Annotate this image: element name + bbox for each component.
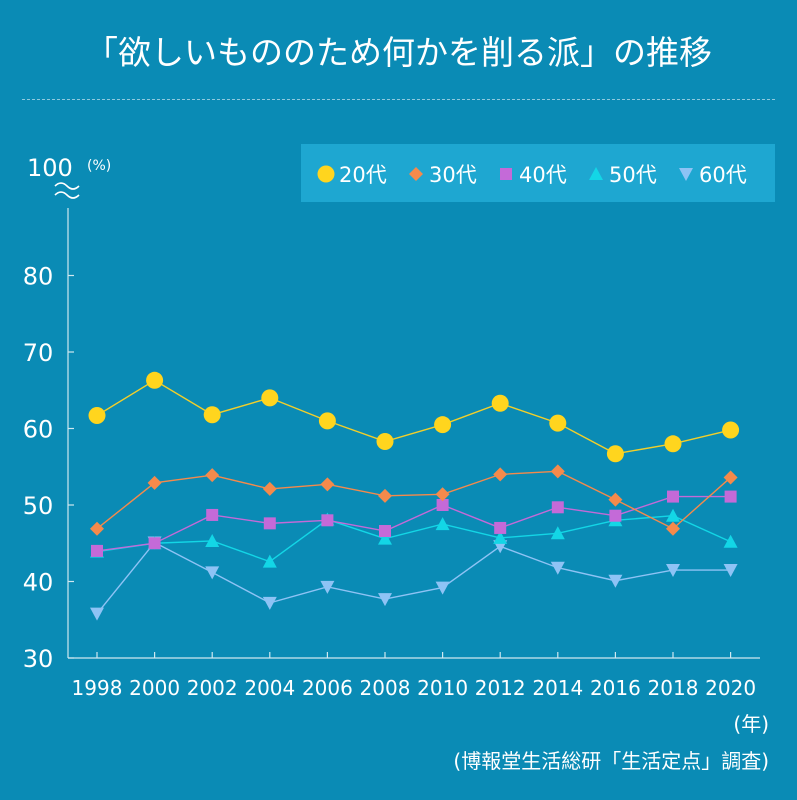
data-point-20代: [664, 435, 682, 453]
data-point-40代: [148, 537, 161, 550]
y-top-label: 100: [27, 154, 73, 182]
y-tick-label: 30: [23, 645, 54, 673]
data-point-50代: [205, 533, 220, 547]
data-point-40代: [609, 509, 622, 522]
data-point-50代: [493, 530, 508, 544]
data-point-60代: [608, 574, 623, 588]
data-point-20代: [376, 433, 394, 451]
x-tick-label: 2014: [532, 676, 583, 700]
data-point-20代: [434, 416, 452, 434]
series-line-40代: [96, 495, 731, 552]
data-point-20代: [88, 406, 106, 424]
x-tick-label: 2020: [705, 676, 756, 700]
data-point-40代: [724, 490, 737, 503]
data-point-40代: [436, 499, 449, 511]
data-point-60代: [262, 596, 277, 610]
legend-marker-50代: [589, 167, 603, 180]
data-point-30代: [493, 467, 508, 482]
x-tick-label: 2006: [302, 676, 353, 700]
y-tick-label: 60: [23, 416, 54, 444]
x-axis-unit: (年): [733, 712, 769, 736]
x-tick-label: 2016: [590, 676, 641, 700]
data-point-20代: [318, 412, 336, 430]
legend: [301, 144, 775, 202]
y-tick-label: 70: [23, 339, 54, 367]
data-point-20代: [146, 371, 164, 389]
x-tick-label: 2004: [244, 676, 295, 700]
data-point-50代: [378, 531, 392, 545]
data-point-40代: [91, 544, 103, 557]
data-point-50代: [435, 517, 450, 531]
data-point-40代: [263, 517, 276, 530]
series-line-30代: [96, 470, 732, 530]
data-point-20代: [491, 394, 509, 412]
axis-break-mark: [54, 182, 80, 190]
data-point-40代: [206, 508, 219, 521]
x-tick-label: 2018: [648, 676, 699, 700]
data-point-20代: [261, 389, 279, 407]
data-point-20代: [722, 421, 740, 439]
x-tick-label: 2012: [475, 676, 526, 700]
source-note: (博報堂生活総研「生活定点」調査): [453, 749, 769, 773]
data-point-50代: [262, 554, 277, 568]
series-line-20代: [96, 379, 731, 455]
legend-marker-20代: [317, 165, 335, 183]
title-divider: [22, 99, 775, 100]
data-point-50代: [723, 534, 738, 548]
data-point-20代: [606, 445, 624, 463]
legend-marker-30代: [409, 167, 423, 181]
data-point-40代: [379, 525, 391, 538]
data-point-30代: [550, 464, 565, 479]
data-point-30代: [608, 492, 623, 507]
data-point-30代: [90, 521, 104, 536]
data-point-60代: [378, 593, 392, 607]
data-point-60代: [320, 580, 335, 594]
series-line-50代: [96, 514, 731, 563]
data-point-60代: [550, 561, 565, 575]
data-point-60代: [90, 607, 104, 621]
y-unit-label: (%): [87, 158, 111, 174]
data-point-50代: [666, 508, 680, 522]
data-point-60代: [205, 566, 220, 580]
data-point-40代: [321, 514, 334, 527]
legend-marker-60代: [679, 168, 693, 181]
x-tick-label: 1998: [72, 676, 123, 700]
y-tick-label: 50: [23, 492, 54, 520]
data-point-30代: [262, 481, 277, 496]
legend-label: 50代: [609, 163, 657, 187]
data-point-30代: [205, 468, 220, 483]
x-tick-label: 2010: [417, 676, 468, 700]
data-point-40代: [667, 490, 679, 503]
chart-title: 「欲しいもののため何かを削る派」の推移: [85, 33, 712, 72]
data-point-30代: [320, 477, 335, 492]
axis-break-mark: [54, 191, 80, 199]
data-point-40代: [551, 501, 564, 514]
y-tick-label: 40: [23, 569, 54, 597]
x-tick-label: 2002: [187, 676, 238, 700]
legend-label: 30代: [429, 163, 477, 187]
data-point-30代: [147, 475, 162, 490]
x-tick-label: 2000: [129, 676, 180, 700]
data-point-30代: [435, 487, 450, 502]
data-point-20代: [203, 406, 221, 424]
legend-label: 40代: [519, 163, 567, 187]
data-point-60代: [435, 581, 450, 595]
data-point-20代: [549, 414, 567, 432]
legend-label: 20代: [339, 163, 387, 187]
legend-marker-40代: [500, 168, 512, 180]
x-tick-label: 2008: [360, 676, 411, 700]
y-tick-label: 80: [23, 263, 54, 291]
data-point-60代: [723, 564, 738, 578]
data-point-30代: [666, 521, 680, 536]
data-point-30代: [378, 488, 392, 503]
data-point-50代: [550, 526, 565, 540]
series-line-60代: [96, 541, 731, 615]
legend-label: 60代: [699, 163, 747, 187]
data-point-60代: [666, 564, 680, 578]
data-point-30代: [723, 470, 738, 485]
data-point-40代: [494, 521, 507, 534]
